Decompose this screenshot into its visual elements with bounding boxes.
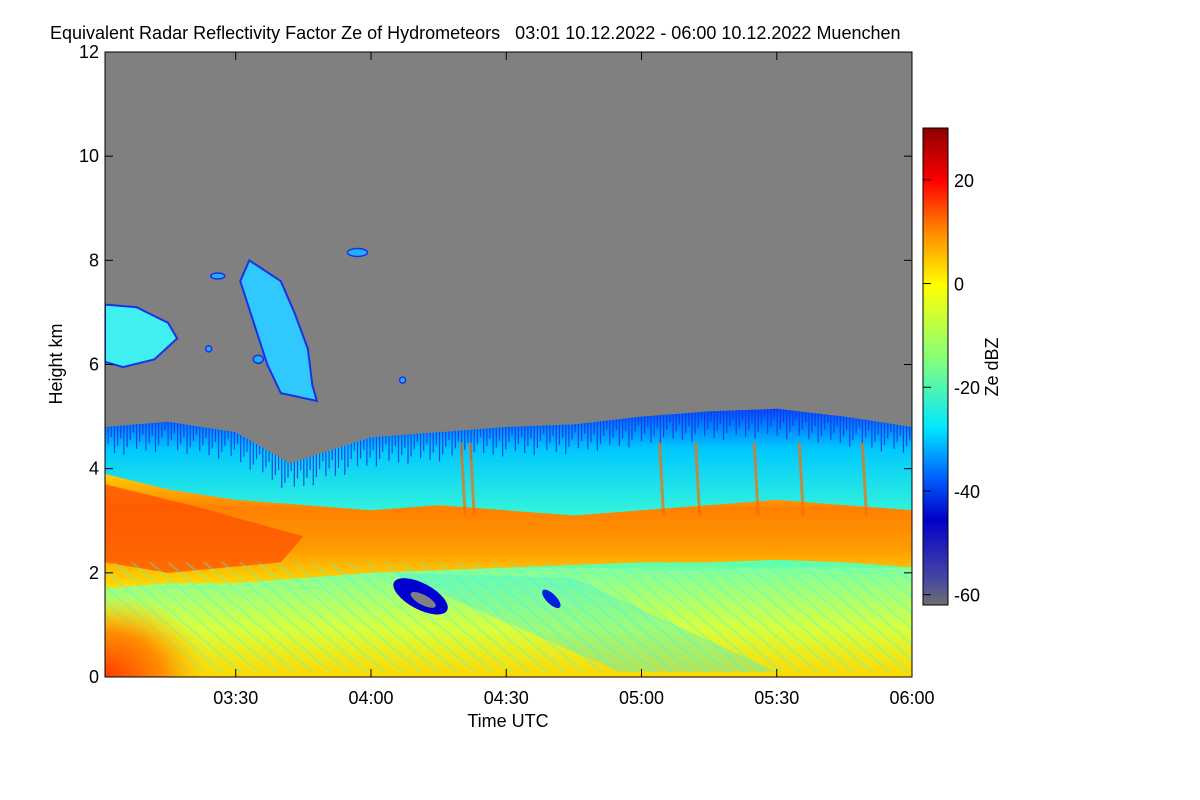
bright-band	[105, 473, 912, 589]
low-level-streak	[393, 572, 777, 672]
cloud-fragment	[209, 272, 226, 280]
fallstreak	[860, 442, 868, 516]
colorbar-tick-label: -20	[954, 378, 980, 398]
cloud-fragment	[346, 247, 369, 258]
no-data-pocket	[410, 591, 436, 608]
colorbar-tick-label: 20	[954, 171, 974, 191]
x-tick-label: 05:30	[754, 688, 799, 708]
colorbar-gradient	[922, 127, 949, 606]
y-axis: 0 2 4 6 8 10 12	[79, 42, 912, 687]
cloud-fragment	[398, 376, 407, 384]
fallstreak	[468, 442, 476, 516]
plot-area	[105, 52, 912, 677]
y-tick-label: 12	[79, 42, 99, 62]
y-tick-label: 8	[89, 250, 99, 270]
colorbar-label: Ze dBZ	[982, 337, 1002, 396]
x-tick-label: 04:30	[484, 688, 529, 708]
colorbar-tick-label: -40	[954, 482, 980, 502]
x-tick-label: 06:00	[889, 688, 934, 708]
chart-title: Equivalent Radar Reflectivity Factor Ze …	[50, 23, 901, 43]
colorbar-tick-label: 0	[954, 275, 964, 295]
fallstreak	[694, 442, 702, 516]
y-tick-label: 4	[89, 459, 99, 479]
y-tick-label: 2	[89, 563, 99, 583]
near-surface-rain	[105, 593, 214, 677]
reflectivity-field	[105, 247, 912, 677]
colorbar-tick-label: -60	[954, 586, 980, 606]
fallstreak	[752, 442, 760, 516]
x-axis: 03:30 04:00 04:30 05:00 05:30 06:00	[213, 52, 935, 708]
high-cloud-fallstreak	[239, 258, 319, 403]
fallstreak	[459, 442, 467, 516]
x-axis-label: Time UTC	[467, 711, 548, 731]
cloud-fragment	[204, 345, 213, 353]
fallstreak	[658, 442, 666, 516]
x-tick-label: 05:00	[619, 688, 664, 708]
high-cloud-patch	[105, 303, 179, 369]
cloud-fragment	[252, 354, 265, 365]
x-tick-label: 04:00	[348, 688, 393, 708]
y-tick-label: 6	[89, 355, 99, 375]
rain-region	[105, 567, 912, 677]
bright-band-core	[105, 484, 304, 573]
weak-echo-streak	[542, 589, 561, 609]
x-tick-label: 03:30	[213, 688, 258, 708]
y-tick-label: 0	[89, 667, 99, 687]
fallstreak	[797, 442, 805, 516]
y-axis-label: Height km	[46, 323, 66, 404]
y-tick-label: 10	[79, 146, 99, 166]
colorbar: 20 0 -20 -40 -60	[922, 127, 980, 606]
